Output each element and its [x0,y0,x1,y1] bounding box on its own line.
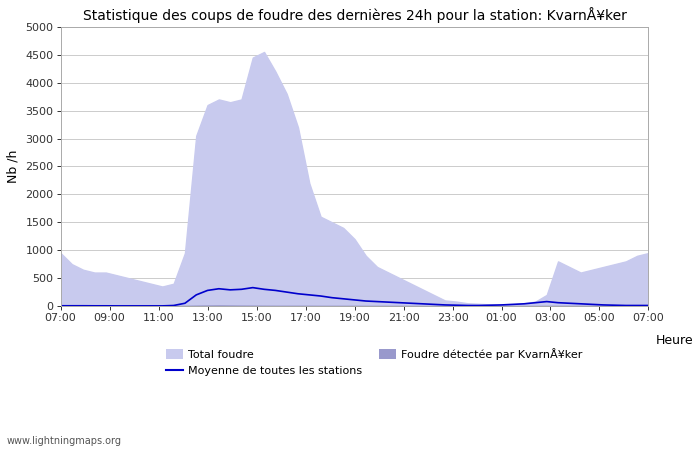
Text: www.lightningmaps.org: www.lightningmaps.org [7,436,122,446]
Y-axis label: Nb /h: Nb /h [7,150,20,183]
Text: Heure: Heure [655,334,693,347]
Title: Statistique des coups de foudre des dernières 24h pour la station: KvarnÅ¥ker: Statistique des coups de foudre des dern… [83,7,626,23]
Legend: Total foudre, Moyenne de toutes les stations, Foudre détectée par KvarnÅ¥ker: Total foudre, Moyenne de toutes les stat… [166,348,582,376]
